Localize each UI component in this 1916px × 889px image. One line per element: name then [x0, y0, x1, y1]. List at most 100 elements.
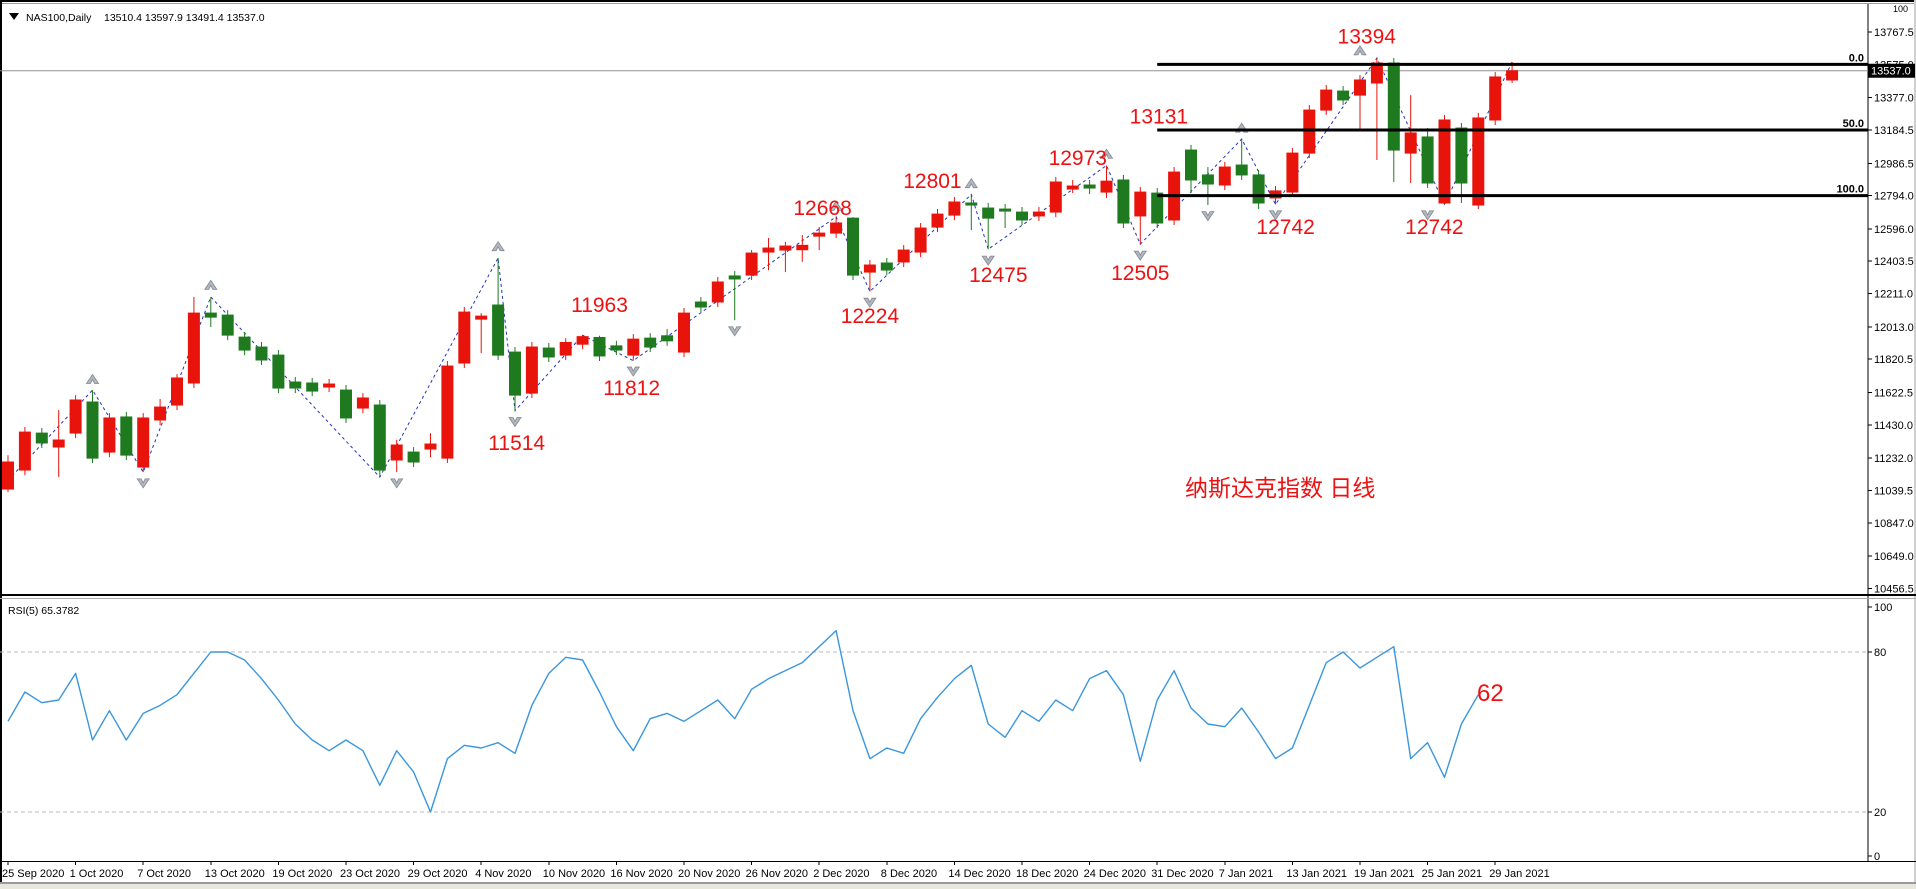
candle-body — [1016, 211, 1028, 221]
symbol-dropdown-icon[interactable] — [9, 13, 19, 20]
pivot-label: 12475 — [969, 264, 1027, 287]
fib-level-label: 50.0 — [1843, 118, 1864, 130]
candle-body — [1066, 185, 1079, 190]
candle-body — [18, 431, 31, 471]
candle-body — [1354, 79, 1366, 96]
candle-body — [390, 444, 403, 461]
candle-body — [1455, 127, 1468, 184]
candle-body — [593, 336, 606, 357]
pivot-label: 12224 — [841, 305, 900, 328]
fib-level-label: 0.0 — [1849, 52, 1864, 64]
pivot-label: 12801 — [903, 170, 961, 193]
candle-body — [204, 312, 217, 318]
date-label: 4 Nov 2020 — [475, 868, 531, 880]
pivot-label: 12742 — [1256, 216, 1314, 239]
candle-body — [914, 227, 927, 253]
pivot-label: 13394 — [1338, 26, 1397, 49]
candle-body — [1320, 89, 1333, 111]
candle-body — [323, 383, 336, 388]
candle-body — [2, 461, 14, 490]
candle-body — [1506, 70, 1519, 81]
price-axis-labels: 13767.513575.013377.013184.512986.512794… — [1868, 27, 1914, 595]
price-tick-label: 13767.5 — [1874, 27, 1914, 39]
rsi-axis-labels: 100 80 20 0 — [0, 602, 1892, 863]
date-label: 23 Oct 2020 — [340, 868, 400, 880]
chart-graphics: 13767.513575.013377.013184.512986.512794… — [0, 4, 1916, 880]
fractal-down-icon — [508, 417, 522, 428]
fractal-up-icon — [491, 240, 505, 252]
price-tick-label: 11430.0 — [1874, 420, 1913, 432]
candle-body — [678, 312, 690, 353]
candle-body — [1032, 211, 1045, 217]
candle-body — [69, 399, 82, 434]
fractal-down-icon — [1133, 250, 1148, 261]
price-tick-label: 11820.5 — [1874, 354, 1913, 366]
fractal-down-icon — [1201, 211, 1215, 222]
date-label: 24 Dec 2020 — [1084, 868, 1146, 880]
candle-body — [813, 232, 826, 237]
window-chrome-strip — [0, 884, 1916, 889]
candle-body — [1252, 174, 1265, 204]
candle-body — [1472, 117, 1485, 206]
candle-body — [373, 404, 386, 471]
date-label: 29 Jan 2021 — [1489, 868, 1550, 880]
symbol-title: NAS100,Daily — [26, 12, 92, 24]
current-price-tag-text: 13537.0 — [1871, 66, 1911, 78]
fractal-up-icon — [1353, 45, 1367, 56]
candle-body — [694, 301, 707, 308]
candle-body — [356, 397, 369, 409]
date-label: 26 Nov 2020 — [746, 868, 808, 880]
fractal-arrows — [85, 45, 1435, 489]
candle-body — [509, 351, 521, 396]
candle-body — [965, 202, 978, 206]
candle-body — [661, 335, 674, 342]
price-tick-label: 12013.0 — [1874, 322, 1914, 334]
candle-body — [931, 213, 944, 228]
window-top-border-inner — [0, 3, 1916, 4]
candle-body — [424, 443, 437, 450]
zigzag-line — [7, 56, 1513, 481]
rsi-tick-label: 100 — [1874, 602, 1892, 614]
panel-separator — [0, 594, 1916, 596]
pivot-label: 11812 — [603, 377, 660, 400]
date-label: 16 Nov 2020 — [610, 868, 672, 880]
price-tick-label: 12794.0 — [1874, 191, 1914, 203]
price-tick-label: 11622.5 — [1874, 388, 1913, 400]
rsi-line — [7, 629, 1479, 813]
fractal-up-icon — [204, 279, 218, 290]
candle-body — [1185, 149, 1197, 181]
candle-body — [1083, 184, 1096, 189]
fractal-down-icon — [727, 326, 742, 337]
window-right-border — [1914, 0, 1916, 884]
candle-body — [137, 417, 150, 468]
candle-body — [1421, 136, 1434, 184]
candle-body — [1286, 152, 1299, 193]
candle-body — [1049, 181, 1062, 213]
candle-body — [982, 207, 995, 219]
candle-body — [779, 245, 792, 251]
candle-body — [272, 354, 285, 389]
candle-body — [458, 311, 471, 364]
rsi-tick-label: 0 — [1874, 851, 1880, 863]
candle-body — [407, 451, 420, 463]
candle-body — [1235, 164, 1248, 176]
candle-body — [475, 315, 488, 320]
price-tick-label: 10649.0 — [1874, 551, 1914, 563]
fractal-down-icon — [1420, 210, 1435, 221]
fractal-up-icon — [829, 200, 843, 211]
candle-body — [711, 281, 724, 303]
candle-body — [644, 337, 657, 348]
fractal-up-icon — [964, 177, 979, 189]
pivot-annotations: 13394 13131 12973 12801 12668 12224 12475 12505… — [488, 26, 1463, 455]
date-label: 7 Oct 2020 — [137, 868, 191, 880]
candle-body — [1151, 192, 1164, 224]
candle-body — [492, 304, 505, 356]
candle-body — [1117, 179, 1130, 224]
current-price-tag: 13537.0 — [1868, 63, 1915, 78]
candle-body — [103, 417, 116, 453]
candle-body — [441, 365, 454, 459]
pivot-label: 12668 — [793, 197, 851, 220]
fractal-down-icon — [136, 478, 150, 489]
price-tick-label: 10847.0 — [1874, 518, 1914, 530]
